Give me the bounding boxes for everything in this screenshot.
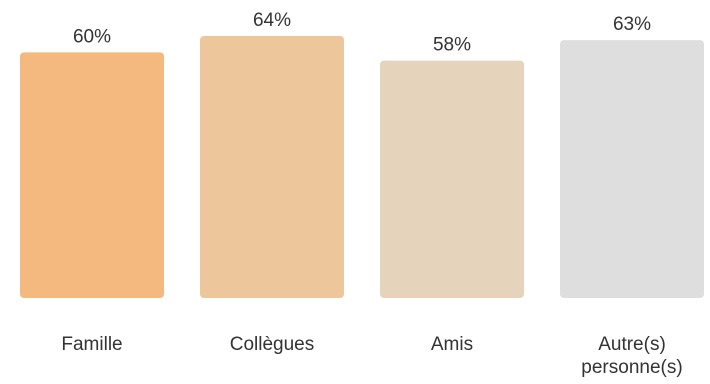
category-label-line: Amis xyxy=(431,334,473,355)
bar-value-label-3: 58% xyxy=(433,35,471,56)
category-label-1: Famille xyxy=(61,334,122,355)
category-label-4: Autre(s) personne(s) xyxy=(581,334,682,378)
category-label-line: personne(s) xyxy=(581,357,682,378)
bars-layer xyxy=(20,36,704,298)
bar-1 xyxy=(20,52,164,298)
bar-2 xyxy=(200,36,344,298)
category-label-line: Famille xyxy=(61,334,122,355)
bar-value-label-1: 60% xyxy=(73,26,111,47)
category-label-line: Collègues xyxy=(230,334,315,355)
bar-value-label-4: 63% xyxy=(613,14,651,35)
bar-4 xyxy=(560,40,704,298)
value-labels-layer: 60% 64% 58% 63% xyxy=(73,10,651,56)
bar-3 xyxy=(380,60,524,298)
category-label-2: Collègues xyxy=(230,334,315,355)
category-label-3: Amis xyxy=(431,334,473,355)
category-labels-layer: Famille Collègues Amis Autre(s) personne(s) xyxy=(61,334,682,378)
category-label-line: Autre(s) xyxy=(598,334,666,355)
bar-value-label-2: 64% xyxy=(253,10,291,31)
